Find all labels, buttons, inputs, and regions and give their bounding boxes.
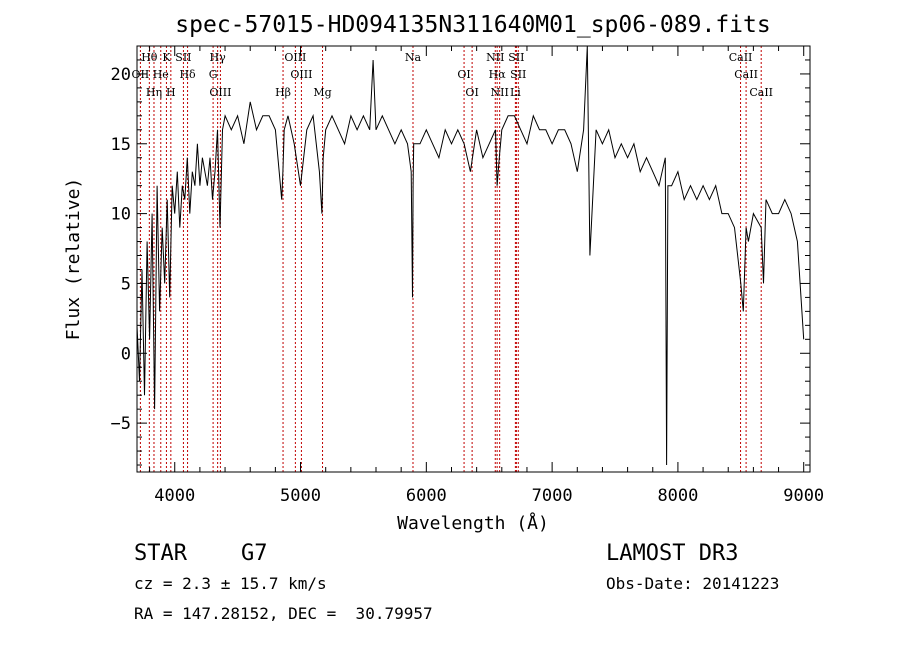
survey-name: LAMOST DR3 (606, 541, 739, 566)
line-label: Hδ (179, 68, 196, 81)
line-label: OI (465, 86, 478, 99)
line-label: Na (405, 51, 422, 64)
x-tick-label: 5000 (280, 486, 321, 506)
redshift: cz = 2.3 ± 15.7 km/s (134, 574, 327, 593)
x-tick-label: 8000 (657, 486, 698, 506)
plot-frame (136, 45, 811, 473)
line-label: NII (486, 51, 504, 64)
line-label: SII (508, 51, 524, 64)
obs-date: Obs-Date: 20141223 (606, 574, 780, 593)
line-label: Hθ (141, 51, 158, 64)
coordinates: RA = 147.28152, DEC = 30.79957 (134, 604, 433, 623)
line-label: OII (132, 68, 150, 81)
y-tick-labels: −5 0 5 10 15 20 (111, 65, 131, 434)
y-axis-label: Flux (relative) (63, 178, 84, 341)
line-label: NII (491, 86, 509, 99)
line-label: Hβ (275, 86, 291, 99)
line-label: CaII (729, 51, 753, 64)
x-tick-label: 4000 (154, 486, 195, 506)
subclass: G7 (241, 541, 268, 566)
line-label: He (153, 68, 169, 81)
line-label: CaII (749, 86, 773, 99)
y-tick-label: 15 (111, 135, 131, 155)
x-tick-labels: 4000 5000 6000 7000 8000 9000 (154, 486, 824, 506)
line-label: Hγ (210, 51, 227, 64)
x-tick-label: 6000 (406, 486, 447, 506)
y-tick-label: 20 (111, 65, 131, 85)
y-tick-label: 5 (121, 274, 131, 294)
x-tick-label: 7000 (532, 486, 573, 506)
line-label: Hη (146, 86, 162, 99)
line-label: SII (175, 51, 191, 64)
line-label: Li (510, 86, 521, 99)
line-label: OI (457, 68, 470, 81)
line-labels: HθOIIHηKHeHSIIHδOIIIHγGHβOIIIOIIIMgNaOIO… (132, 51, 773, 99)
chart-title: spec-57015-HD094135N311640M01_sp06-089.f… (175, 12, 770, 38)
x-axis-label: Wavelength (Å) (397, 512, 549, 534)
line-label: OIII (290, 68, 312, 81)
line-label: G (209, 68, 218, 81)
line-label: CaII (734, 68, 758, 81)
y-tick-label: 10 (111, 205, 131, 225)
x-tick-label: 9000 (783, 486, 824, 506)
spectrum-line (136, 45, 805, 466)
line-label: SII (510, 68, 526, 81)
object-class: STAR (134, 541, 187, 566)
axis-ticks (137, 45, 810, 472)
y-tick-label: −5 (111, 414, 131, 434)
line-label: Hα (489, 68, 507, 81)
line-label: H (166, 86, 176, 99)
line-label: Mg (313, 86, 331, 99)
line-label: OIII (284, 51, 306, 64)
line-markers (139, 46, 762, 472)
y-tick-label: 0 (121, 344, 131, 364)
line-label: K (162, 51, 171, 64)
line-label: OIII (209, 86, 231, 99)
